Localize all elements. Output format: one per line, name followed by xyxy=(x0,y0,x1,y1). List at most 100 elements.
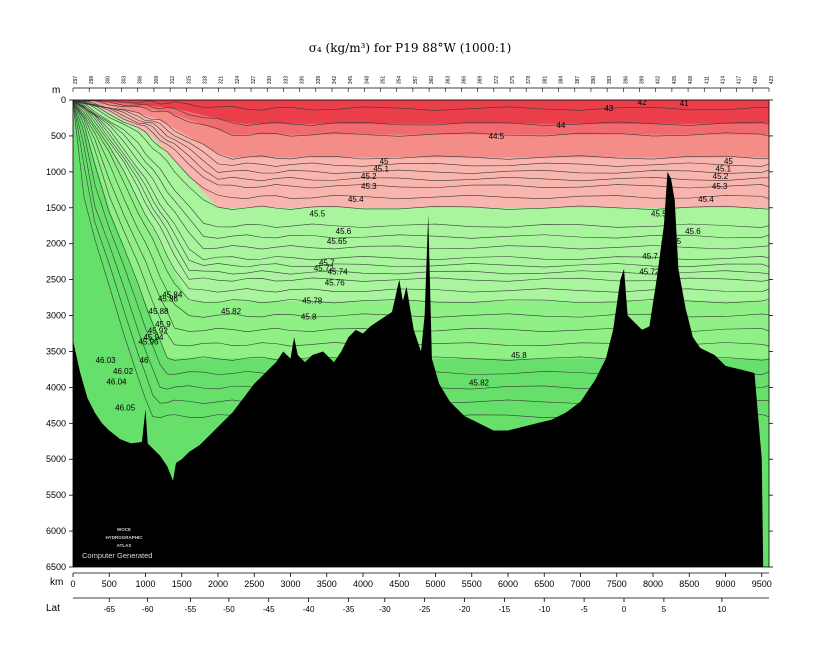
station-label: 360 xyxy=(429,76,435,85)
contour-label: 45.65 xyxy=(661,237,682,246)
distance-tick-label: 3000 xyxy=(280,579,300,589)
distance-tick-label: 2000 xyxy=(208,579,228,589)
distance-tick-label: 0 xyxy=(70,579,75,589)
station-label: 357 xyxy=(413,76,419,85)
contour-line xyxy=(73,100,769,182)
distance-tick-label: 8000 xyxy=(643,579,663,589)
latitude-tick-label: -30 xyxy=(379,605,391,614)
contour-label: 45.84 xyxy=(162,291,183,300)
distance-axis: 0 500 1000 1500 2000 2500 3000 3500 4000 4500 5000… xyxy=(70,572,772,589)
contour-line xyxy=(73,101,769,347)
contour-label: 45.82 xyxy=(469,378,490,387)
station-label: 333 xyxy=(283,76,289,85)
station-label: 336 xyxy=(300,76,306,85)
station-label: 321 xyxy=(219,76,225,85)
depth-tick-label: 4500 xyxy=(46,418,66,428)
contour-label: 45.7 xyxy=(642,252,658,261)
station-label: 417 xyxy=(737,76,743,85)
station-label: 354 xyxy=(397,76,403,85)
depth-tick-label: 6500 xyxy=(46,562,66,572)
contour-label: 45.4 xyxy=(348,195,364,204)
contour-label: 45.2 xyxy=(361,172,377,181)
contour-line xyxy=(73,100,769,239)
station-label: 303 xyxy=(122,76,128,85)
station-label: 330 xyxy=(267,76,273,85)
distance-tick-label: 8500 xyxy=(679,579,699,589)
station-axis: 297 298 300 303 306 309 312 315 318 321 324 327 330 3… xyxy=(72,76,775,92)
station-label: 300 xyxy=(105,76,111,85)
contour-label: 45.96 xyxy=(138,337,159,346)
contour-label: 45.94 xyxy=(143,333,164,342)
station-label: 375 xyxy=(510,76,516,85)
latitude-tick-label: -10 xyxy=(538,605,550,614)
distance-tick-label: 5000 xyxy=(425,579,445,589)
contour-label: 45.76 xyxy=(325,278,346,287)
contour-label: 46.02 xyxy=(113,367,134,376)
depth-tick-label: 5000 xyxy=(46,454,66,464)
contour-label: 46.03 xyxy=(96,356,117,365)
depth-tick-label: 3000 xyxy=(46,311,66,321)
distance-tick-label: 5500 xyxy=(462,579,482,589)
contour-label: 43 xyxy=(604,104,613,113)
depth-tick-label: 3500 xyxy=(46,346,66,356)
station-label: 399 xyxy=(640,76,646,85)
computer-generated-note: Computer Generated xyxy=(82,551,152,560)
depth-unit-label: m xyxy=(52,85,60,96)
distance-tick-label: 500 xyxy=(102,579,117,589)
contour-line xyxy=(73,100,769,189)
contour-label: 45.5 xyxy=(310,210,326,219)
plot-area: 4142434444.54545.145.245.345.445.545.645… xyxy=(73,100,769,567)
contour-label: 45.1 xyxy=(716,164,732,173)
station-label: 420 xyxy=(753,76,759,85)
depth-tick-label: 6000 xyxy=(46,526,66,536)
contour-label: 44 xyxy=(556,121,565,130)
distance-tick-label: 3500 xyxy=(317,579,337,589)
station-label: 318 xyxy=(202,76,208,85)
latitude-tick-label: -45 xyxy=(263,605,275,614)
contour-line xyxy=(73,100,769,210)
station-label: 402 xyxy=(656,76,662,85)
distance-tick-label: 7500 xyxy=(607,579,627,589)
station-label: 372 xyxy=(494,76,500,85)
logo-line-1: WOCE xyxy=(117,527,131,532)
latitude-axis: -65 -60 -55 -50 -45 -40 -35 -30 -25 -20 -15 -10 -5 0 5… xyxy=(73,597,769,614)
contour-line xyxy=(73,100,769,318)
contour-line xyxy=(73,100,769,137)
contour-line xyxy=(73,100,769,167)
station-label: 348 xyxy=(364,76,370,85)
latitude-tick-label: -25 xyxy=(419,605,431,614)
latitude-tick-label: -5 xyxy=(581,605,589,614)
station-label: 363 xyxy=(445,76,451,85)
station-label: 339 xyxy=(316,76,322,85)
station-label: 369 xyxy=(478,76,484,85)
station-label: 390 xyxy=(591,76,597,85)
contour-line xyxy=(73,100,769,361)
latitude-tick-label: -20 xyxy=(459,605,471,614)
contour-label: 45.78 xyxy=(302,296,323,305)
contour-label: 45 xyxy=(380,157,389,166)
contour-label: 45.4 xyxy=(698,195,714,204)
depth-tick-label: 500 xyxy=(51,131,66,141)
woce-logo: WOCE HYDROGRAPHIC ATLAS xyxy=(105,527,143,548)
station-label: 297 xyxy=(73,76,79,85)
contour-label: 45.6 xyxy=(336,227,352,236)
contour-label: 45.7 xyxy=(319,258,335,267)
station-label: 342 xyxy=(332,76,338,85)
latitude-tick-label: 10 xyxy=(717,605,726,614)
station-label: 423 xyxy=(769,76,775,85)
contour-label: 45.8 xyxy=(511,351,527,360)
latitude-tick-label: 0 xyxy=(622,605,627,614)
contour-label: 45.5 xyxy=(651,210,667,219)
distance-tick-label: 9000 xyxy=(715,579,735,589)
contour-label: 45.3 xyxy=(361,182,377,191)
station-label: 381 xyxy=(542,76,548,85)
chart-title: σ₄ (kg/m³) for P19 88°W (1000:1) xyxy=(309,41,512,55)
contour-line xyxy=(73,100,769,293)
contour-label: 45.92 xyxy=(148,327,169,336)
latitude-tick-label: -15 xyxy=(499,605,511,614)
latitude-tick-label: -50 xyxy=(223,605,235,614)
contour-label: 45.1 xyxy=(373,164,389,173)
contour-line xyxy=(73,100,769,304)
station-label: 393 xyxy=(607,76,613,85)
